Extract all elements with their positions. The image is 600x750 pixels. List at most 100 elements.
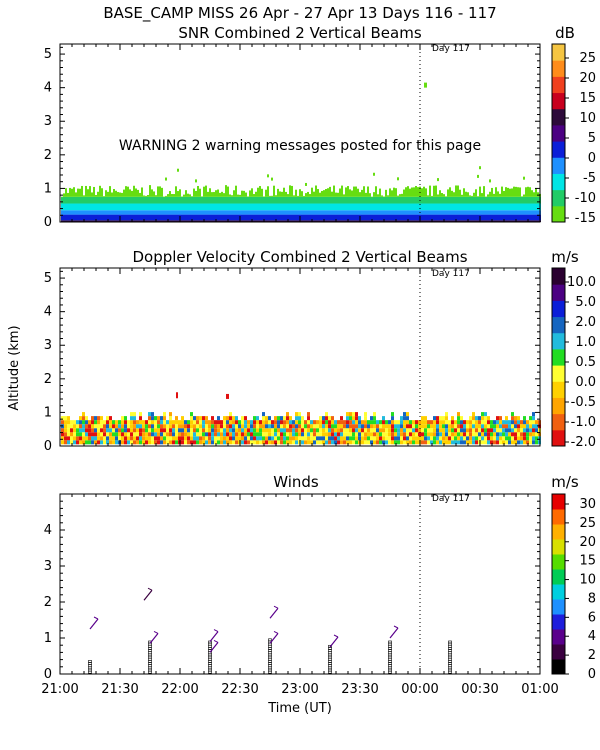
snr-cell <box>283 196 285 204</box>
velocity-cell <box>226 432 229 437</box>
velocity-cell <box>121 432 124 437</box>
velocity-cell <box>76 436 79 441</box>
velocity-cell <box>343 436 346 441</box>
snr-cell <box>489 203 491 211</box>
velocity-cell <box>139 424 142 429</box>
snr-cell <box>481 210 483 215</box>
snr-cell <box>307 203 309 211</box>
velocity-cell <box>268 420 271 425</box>
velocity-cell <box>67 436 70 441</box>
snr-cell <box>253 214 255 221</box>
snr-cell <box>471 210 473 215</box>
velocity-cell <box>154 420 157 425</box>
colorbar-tick-label: -5 <box>583 171 596 186</box>
velocity-cell <box>301 416 304 421</box>
velocity-cell <box>496 440 499 445</box>
snr-cell <box>257 203 259 211</box>
velocity-cell <box>133 432 136 437</box>
velocity-cell <box>196 416 199 421</box>
velocity-cell <box>283 416 286 421</box>
snr-cell <box>351 220 353 222</box>
snr-cell <box>305 182 307 186</box>
velocity-cell <box>505 416 508 421</box>
colorbar-segment <box>552 614 565 630</box>
velocity-cell <box>448 424 451 429</box>
snr-cell <box>471 195 473 197</box>
snr-cell <box>495 214 497 221</box>
snr-cell <box>125 220 127 222</box>
snr-cell <box>361 196 363 204</box>
snr-cell <box>187 196 189 204</box>
velocity-cell <box>307 428 310 433</box>
snr-cell <box>101 188 103 197</box>
snr-cell <box>475 210 477 215</box>
snr-cell <box>421 220 423 222</box>
velocity-cell <box>238 424 241 429</box>
snr-cell <box>201 220 203 222</box>
winds-title: Winds <box>273 473 319 491</box>
velocity-cell <box>241 440 244 445</box>
velocity-cell <box>127 420 130 425</box>
snr-cell <box>79 203 81 211</box>
snr-cell <box>537 196 539 204</box>
snr-cell <box>191 196 193 204</box>
snr-cell <box>193 220 195 222</box>
snr-cell <box>425 214 427 221</box>
snr-cell <box>181 214 183 221</box>
velocity-cell <box>418 420 421 425</box>
snr-cell <box>223 193 225 197</box>
velocity-cell <box>409 420 412 425</box>
snr-cell <box>481 214 483 221</box>
velocity-cell <box>346 428 349 433</box>
velocity-cell <box>460 420 463 425</box>
snr-cell <box>351 196 353 204</box>
snr-cell <box>161 196 163 204</box>
snr-cell <box>423 203 425 211</box>
snr-cell <box>437 194 439 197</box>
velocity-cell <box>400 436 403 441</box>
snr-cell <box>111 196 113 204</box>
snr-cell <box>365 192 367 197</box>
velocity-cell <box>241 428 244 433</box>
wind-sample <box>208 653 212 657</box>
snr-cell <box>313 191 315 197</box>
colorbar-segment <box>552 429 565 447</box>
snr-cell <box>285 196 287 204</box>
snr-cell <box>473 203 475 211</box>
snr-cell <box>161 203 163 211</box>
velocity-cell <box>223 432 226 437</box>
velocity-cell <box>103 432 106 437</box>
snr-cell <box>237 196 239 204</box>
snr-cell <box>529 196 531 204</box>
snr-cell <box>371 196 373 198</box>
velocity-cell <box>310 432 313 437</box>
velocity-cell <box>463 440 466 445</box>
velocity-cell <box>190 440 193 445</box>
velocity-cell <box>253 424 256 429</box>
snr-cell <box>377 220 379 222</box>
velocity-cell <box>193 420 196 425</box>
velocity-cell <box>289 436 292 441</box>
colorbar-segment <box>552 173 565 191</box>
velocity-cell <box>403 420 406 425</box>
velocity-cell <box>199 416 202 421</box>
wind-sample <box>148 664 152 668</box>
snr-cell <box>237 194 239 197</box>
snr-cell <box>231 196 233 204</box>
velocity-cell <box>121 428 124 433</box>
velocity-cell <box>376 424 379 429</box>
snr-cell <box>171 203 173 211</box>
snr-cell <box>213 203 215 211</box>
velocity-cell <box>181 428 184 433</box>
velocity-cell <box>244 436 247 441</box>
velocity-cell <box>208 420 211 425</box>
snr-cell <box>297 195 299 197</box>
velocity-cell <box>499 428 502 433</box>
snr-cell <box>483 196 485 204</box>
snr-cell <box>331 191 333 197</box>
snr-cell <box>91 192 93 197</box>
velocity-cell <box>229 412 232 417</box>
velocity-cell <box>457 436 460 441</box>
snr-cell <box>175 203 177 211</box>
snr-cell <box>423 186 425 197</box>
